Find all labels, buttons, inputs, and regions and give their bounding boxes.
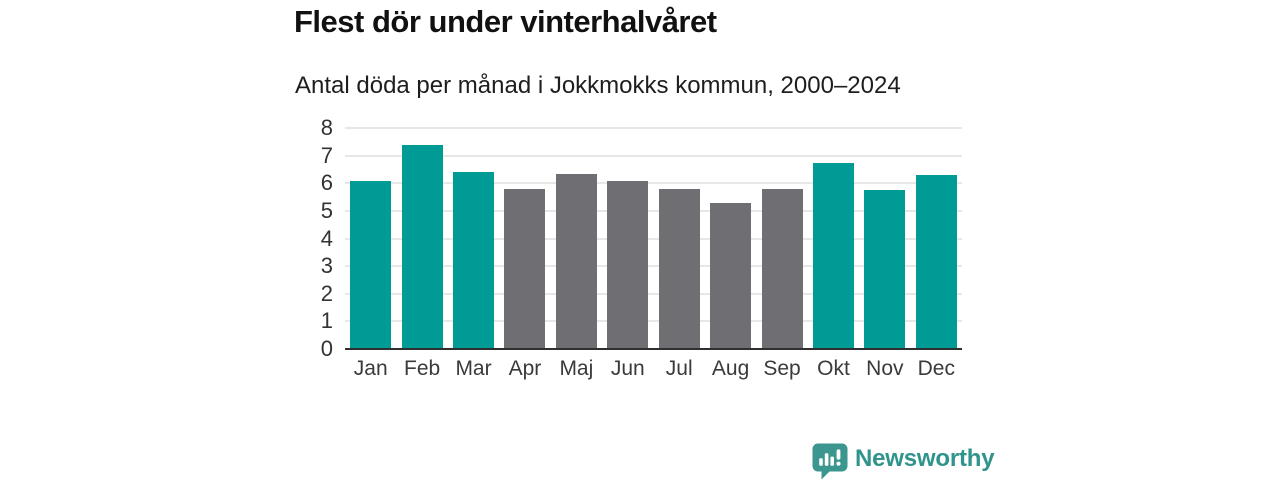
- bar-jun: [607, 180, 649, 349]
- y-tick-label-5: 5: [320, 197, 333, 223]
- bar-sep: [761, 188, 803, 349]
- x-tick-label-jun: Jun: [610, 357, 645, 380]
- chart-title: Flest dör under vinterhalvåret: [294, 4, 717, 39]
- gridline-y4: [345, 237, 962, 240]
- bar-aug: [710, 202, 752, 349]
- logo-bars-glyph: [819, 449, 841, 466]
- x-tick-label-nov: Nov: [866, 357, 904, 380]
- newsworthy-branding: Newsworthy: [812, 443, 995, 480]
- y-tick-label-3: 3: [320, 253, 333, 279]
- bar-chart-plot-area: 0 1 2 3 4 5 6 7 8 Jan Feb Mar Apr Maj Jun Jul Aug Sep Okt N…: [321, 117, 962, 379]
- y-tick-label-0: 0: [320, 336, 333, 361]
- y-tick-label-7: 7: [320, 142, 333, 168]
- gridline-y5: [345, 209, 962, 212]
- bar-dec: [915, 174, 957, 349]
- bar-jan: [350, 180, 392, 349]
- x-tick-label-okt: Okt: [817, 357, 850, 380]
- chart-subtitle: Antal döda per månad i Jokkmokks kommun,…: [295, 72, 901, 99]
- gridline-y2: [345, 292, 962, 295]
- x-tick-label-jul: Jul: [665, 357, 693, 380]
- x-tick-label-aug: Aug: [711, 357, 750, 380]
- bar-feb: [401, 144, 443, 349]
- gridline-y7: [345, 154, 962, 157]
- gridline-y8: [345, 127, 962, 129]
- newsworthy-logo-icon: [812, 443, 848, 480]
- brand-name: Newsworthy: [855, 444, 995, 472]
- x-tick-label-apr: Apr: [508, 357, 542, 380]
- gridline-y1: [345, 320, 962, 323]
- x-tick-label-maj: Maj: [559, 357, 594, 380]
- x-tick-label-sep: Sep: [763, 357, 801, 380]
- bar-apr: [504, 188, 546, 349]
- bar-mar: [453, 172, 495, 349]
- gridline-y3: [345, 265, 962, 268]
- x-tick-label-feb: Feb: [404, 357, 441, 380]
- x-axis-baseline: [345, 348, 962, 350]
- x-tick-label-dec: Dec: [917, 357, 955, 380]
- y-tick-label-6: 6: [320, 170, 333, 196]
- x-tick-label-mar: Mar: [455, 357, 492, 380]
- y-tick-label-2: 2: [320, 280, 333, 306]
- x-tick-label-jan: Jan: [353, 357, 388, 380]
- bar-okt: [812, 162, 854, 349]
- y-tick-label-8: 8: [320, 115, 333, 140]
- y-tick-label-1: 1: [320, 308, 333, 334]
- y-tick-label-4: 4: [320, 225, 333, 251]
- gridline-y6: [345, 182, 962, 185]
- bar-jul: [658, 188, 700, 349]
- bar-maj: [555, 173, 597, 349]
- bar-nov: [864, 190, 906, 349]
